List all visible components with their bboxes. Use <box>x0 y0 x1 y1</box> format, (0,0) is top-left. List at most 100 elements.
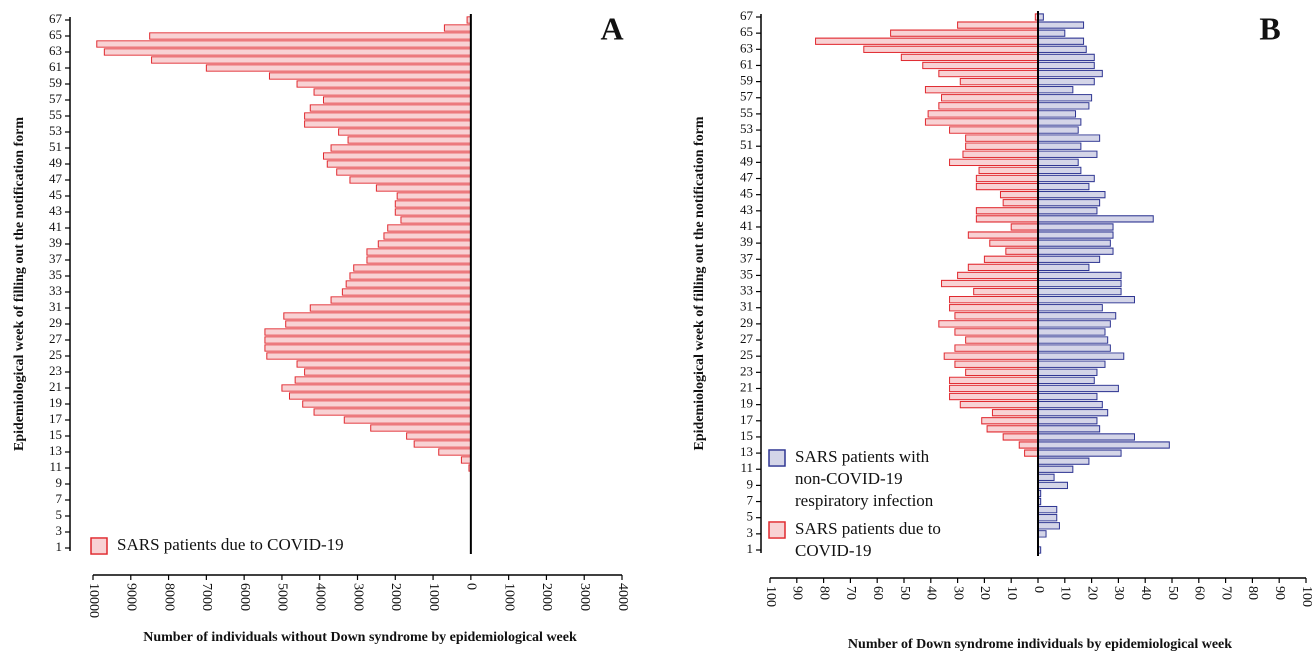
bar <box>1037 376 1095 385</box>
bar <box>1037 207 1098 215</box>
y-tick-label: 45 <box>49 187 62 202</box>
bar <box>1037 457 1090 465</box>
bar <box>343 416 472 424</box>
x-tick-label: 10 <box>1004 586 1019 600</box>
bar <box>1037 142 1082 150</box>
y-tick-label: 61 <box>49 59 62 74</box>
bar <box>965 368 1039 376</box>
bar <box>1037 465 1074 473</box>
y-axis-title: Epidemiological week of filling out the … <box>12 117 27 451</box>
y-tick-label: 17 <box>49 411 63 426</box>
bar <box>1037 45 1087 53</box>
bar <box>394 208 472 216</box>
bar <box>302 400 472 408</box>
y-tick-label: 11 <box>49 459 62 474</box>
bar <box>991 409 1039 417</box>
y-tick-label: 53 <box>740 121 753 136</box>
bar <box>1037 191 1106 199</box>
bar <box>345 280 472 288</box>
y-tick-label: 35 <box>740 266 753 281</box>
bar <box>941 94 1039 102</box>
y-tick-label: 33 <box>49 283 62 298</box>
bar <box>1005 247 1039 255</box>
bar <box>1037 433 1135 441</box>
bar <box>1037 29 1066 37</box>
y-tick-label: 65 <box>740 24 753 39</box>
bar <box>151 56 472 64</box>
bar <box>264 336 472 344</box>
y-tick-label: 47 <box>49 171 63 186</box>
bar <box>924 86 1039 94</box>
bar <box>1037 94 1093 102</box>
y-tick-label: 23 <box>740 363 753 378</box>
bar <box>1037 102 1090 110</box>
y-tick-label: 11 <box>740 460 753 475</box>
y-tick-label: 61 <box>740 56 753 71</box>
y-tick-label: 57 <box>49 91 63 106</box>
bar <box>1037 126 1079 134</box>
y-tick-label: 27 <box>49 331 63 346</box>
y-tick-label: 21 <box>740 379 753 394</box>
bar <box>1018 441 1039 449</box>
bar <box>396 192 472 200</box>
y-tick-label: 39 <box>49 235 62 250</box>
bar <box>1037 312 1117 320</box>
legend-swatch-rect <box>768 449 786 467</box>
bar <box>1037 425 1101 433</box>
x-tick-label: 30 <box>1111 586 1126 600</box>
legend-label: SARS patients due to COVID-19 <box>795 519 941 560</box>
y-tick-label: 55 <box>740 105 753 120</box>
x-tick-label: 50 <box>1165 586 1180 600</box>
bar <box>949 158 1039 167</box>
bar <box>1037 360 1106 368</box>
legend-swatch <box>90 537 108 555</box>
x-tick-label: 70 <box>843 586 858 600</box>
y-tick-label: 67 <box>49 11 63 26</box>
bar <box>288 392 472 400</box>
bar <box>1037 134 1101 142</box>
bar <box>949 304 1039 312</box>
x-tick-label: 5000 <box>275 583 290 611</box>
y-tick-label: 59 <box>740 73 753 88</box>
legend-swatch <box>768 521 786 539</box>
bar <box>975 182 1039 191</box>
y-tick-label: 57 <box>740 89 754 104</box>
bar <box>336 168 472 176</box>
bar <box>438 448 472 456</box>
x-tick-label: 0 <box>1031 586 1046 593</box>
x-tick-label: 6000 <box>237 583 252 611</box>
y-tick-label: 43 <box>740 202 753 217</box>
y-tick-label: 31 <box>49 299 62 314</box>
bar <box>959 400 1039 409</box>
x-tick-label: 60 <box>870 586 885 600</box>
bar <box>205 64 472 72</box>
bar <box>377 240 472 248</box>
bar <box>313 88 472 96</box>
bar <box>989 239 1039 247</box>
bar <box>349 176 472 184</box>
bar <box>330 144 472 152</box>
legend: SARS patients due to COVID-19 <box>90 528 410 556</box>
x-tick-label: 100 <box>763 586 778 607</box>
bar <box>975 207 1039 215</box>
y-tick-label: 21 <box>49 379 62 394</box>
y-tick-label: 49 <box>740 153 753 168</box>
y-tick-label: 67 <box>740 8 754 23</box>
bar <box>1037 231 1114 239</box>
bar <box>322 152 472 160</box>
legend-label: SARS patients due to COVID-19 <box>117 535 344 554</box>
x-tick-label: 2000 <box>539 583 554 611</box>
bar <box>326 160 472 168</box>
x-tick-label: 10 <box>1058 586 1073 600</box>
bar <box>1037 344 1111 352</box>
bar <box>1037 400 1103 409</box>
bar <box>1037 352 1125 360</box>
bar <box>1037 530 1047 538</box>
y-tick-label: 41 <box>740 218 753 233</box>
legend-item: SARS patients due to COVID-19 <box>768 518 963 562</box>
y-tick-label: 13 <box>740 444 753 459</box>
x-tick-label: 80 <box>816 586 831 600</box>
bar <box>949 376 1039 385</box>
bar <box>981 417 1039 425</box>
